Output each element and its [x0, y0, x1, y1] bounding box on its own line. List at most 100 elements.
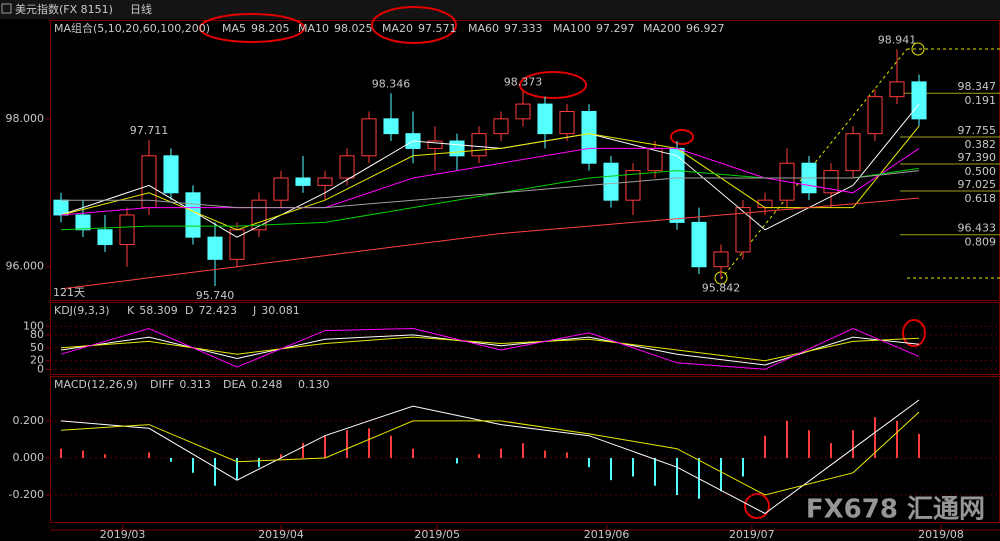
- watermark: FX678 汇通网: [806, 495, 985, 525]
- legend-entry: K 58.309: [127, 304, 178, 317]
- legend-value: 98.025: [334, 22, 373, 35]
- candle-body: [449, 140, 465, 157]
- legend-name: MA100: [553, 22, 591, 35]
- legend-value: 72.423: [198, 304, 237, 317]
- x-tick-label: 2019/08: [918, 528, 964, 541]
- menu-icon[interactable]: [1, 3, 12, 14]
- candle-body: [185, 192, 201, 238]
- highlight-ellipse: [519, 71, 587, 99]
- legend-name: MA10: [298, 22, 329, 35]
- highlight-ellipse: [371, 6, 457, 44]
- candle-body: [317, 177, 333, 186]
- highlight-ellipse: [670, 129, 694, 145]
- legend-entry: MA10 98.025: [298, 22, 373, 35]
- level-ratio: 0.500: [965, 165, 997, 178]
- legend-name: DEA: [223, 378, 246, 391]
- candle-body: [603, 162, 619, 201]
- candle-body: [911, 81, 927, 120]
- candle-body: [119, 214, 135, 246]
- level-ratio: 0.618: [965, 192, 997, 205]
- indicator-line: [60, 327, 920, 370]
- legend-value: 58.309: [139, 304, 178, 317]
- legend-name: MA200: [643, 22, 681, 35]
- candle-body: [625, 170, 641, 201]
- legend-title: KDJ(9,3,3): [54, 304, 110, 317]
- legend-name: MA5: [222, 22, 246, 35]
- legend-name: MA60: [468, 22, 499, 35]
- x-tick-label: 2019/07: [729, 528, 775, 541]
- level-price: 96.433: [958, 222, 997, 235]
- candle-body: [493, 118, 509, 135]
- legend-value: 30.081: [261, 304, 300, 317]
- x-tick-label: 2019/05: [414, 528, 460, 541]
- period-label[interactable]: 日线: [130, 2, 152, 16]
- span-label: 121天: [53, 286, 85, 299]
- legend-entry: DEA 0.248: [223, 378, 282, 391]
- extreme-label: 98.346: [372, 77, 411, 90]
- legend-name: J: [252, 304, 256, 317]
- indicator-line: [60, 336, 920, 362]
- legend-name: DIFF: [150, 378, 174, 391]
- legend-value: 96.927: [686, 22, 725, 35]
- candle-body: [163, 155, 179, 194]
- legend-value: 97.333: [504, 22, 543, 35]
- highlight-ellipse: [199, 13, 305, 43]
- legend-value: 97.297: [596, 22, 635, 35]
- legend-value: 0.130: [298, 378, 330, 391]
- indicator-line: [60, 399, 920, 515]
- extreme-label: 98.373: [504, 75, 543, 88]
- legend-entry: DIFF 0.313: [150, 378, 211, 391]
- extreme-label: 98.941: [878, 33, 917, 46]
- candle-body: [471, 133, 487, 157]
- legend-name: D: [185, 304, 193, 317]
- y-tick-label: 0.200: [13, 414, 45, 427]
- indicator-line: [61, 170, 920, 209]
- candle-body: [713, 251, 729, 268]
- y-tick-label: 20: [30, 354, 44, 367]
- candle-body: [361, 118, 377, 157]
- legend-name: MA20: [382, 22, 413, 35]
- level-ratio: 0.191: [965, 94, 997, 107]
- candle-body: [427, 140, 443, 149]
- candle-body: [559, 110, 575, 135]
- high-marker: [911, 42, 925, 56]
- y-tick-label: 50: [30, 341, 44, 354]
- candle-body: [273, 177, 289, 201]
- legend-entry: MA60 97.333: [468, 22, 543, 35]
- level-price: 97.025: [958, 178, 997, 191]
- y-tick-label: 80: [30, 328, 44, 341]
- candle-body: [75, 214, 91, 231]
- candle-body: [581, 110, 597, 164]
- y-tick-label: 0.000: [13, 451, 45, 464]
- y-tick-label: -0.200: [9, 488, 44, 501]
- candle-body: [339, 155, 355, 179]
- candle-body: [383, 118, 399, 135]
- x-tick-label: 2019/06: [584, 528, 630, 541]
- candle-body: [53, 199, 69, 216]
- extreme-label: 97.711: [130, 124, 169, 137]
- legend-title: MACD(12,26,9): [54, 378, 138, 391]
- extreme-label: 95.842: [702, 281, 741, 294]
- candle-body: [735, 207, 751, 253]
- candle-body: [295, 177, 311, 186]
- candle-body: [515, 103, 531, 120]
- candle-body: [691, 221, 707, 268]
- legend-entry: MA200 96.927: [643, 22, 725, 35]
- legend-value: 0.248: [251, 378, 283, 391]
- y-tick-label: 100: [23, 319, 44, 332]
- candle-body: [823, 170, 839, 194]
- candle-body: [97, 229, 113, 246]
- trend-line: [720, 48, 908, 280]
- level-price: 97.390: [958, 151, 997, 164]
- level-price: 98.347: [958, 80, 997, 93]
- indicator-line: [60, 411, 920, 496]
- legend-entry: MA5 98.205: [222, 22, 290, 35]
- indicator-line: [60, 147, 920, 216]
- legend-entry: MA100 97.297: [553, 22, 635, 35]
- level-ratio: 0.382: [965, 138, 997, 151]
- highlight-ellipse: [902, 319, 926, 347]
- y-tick-label: 0: [37, 362, 44, 375]
- candle-body: [889, 81, 905, 98]
- legend-entry: MA20 97.571: [382, 22, 457, 35]
